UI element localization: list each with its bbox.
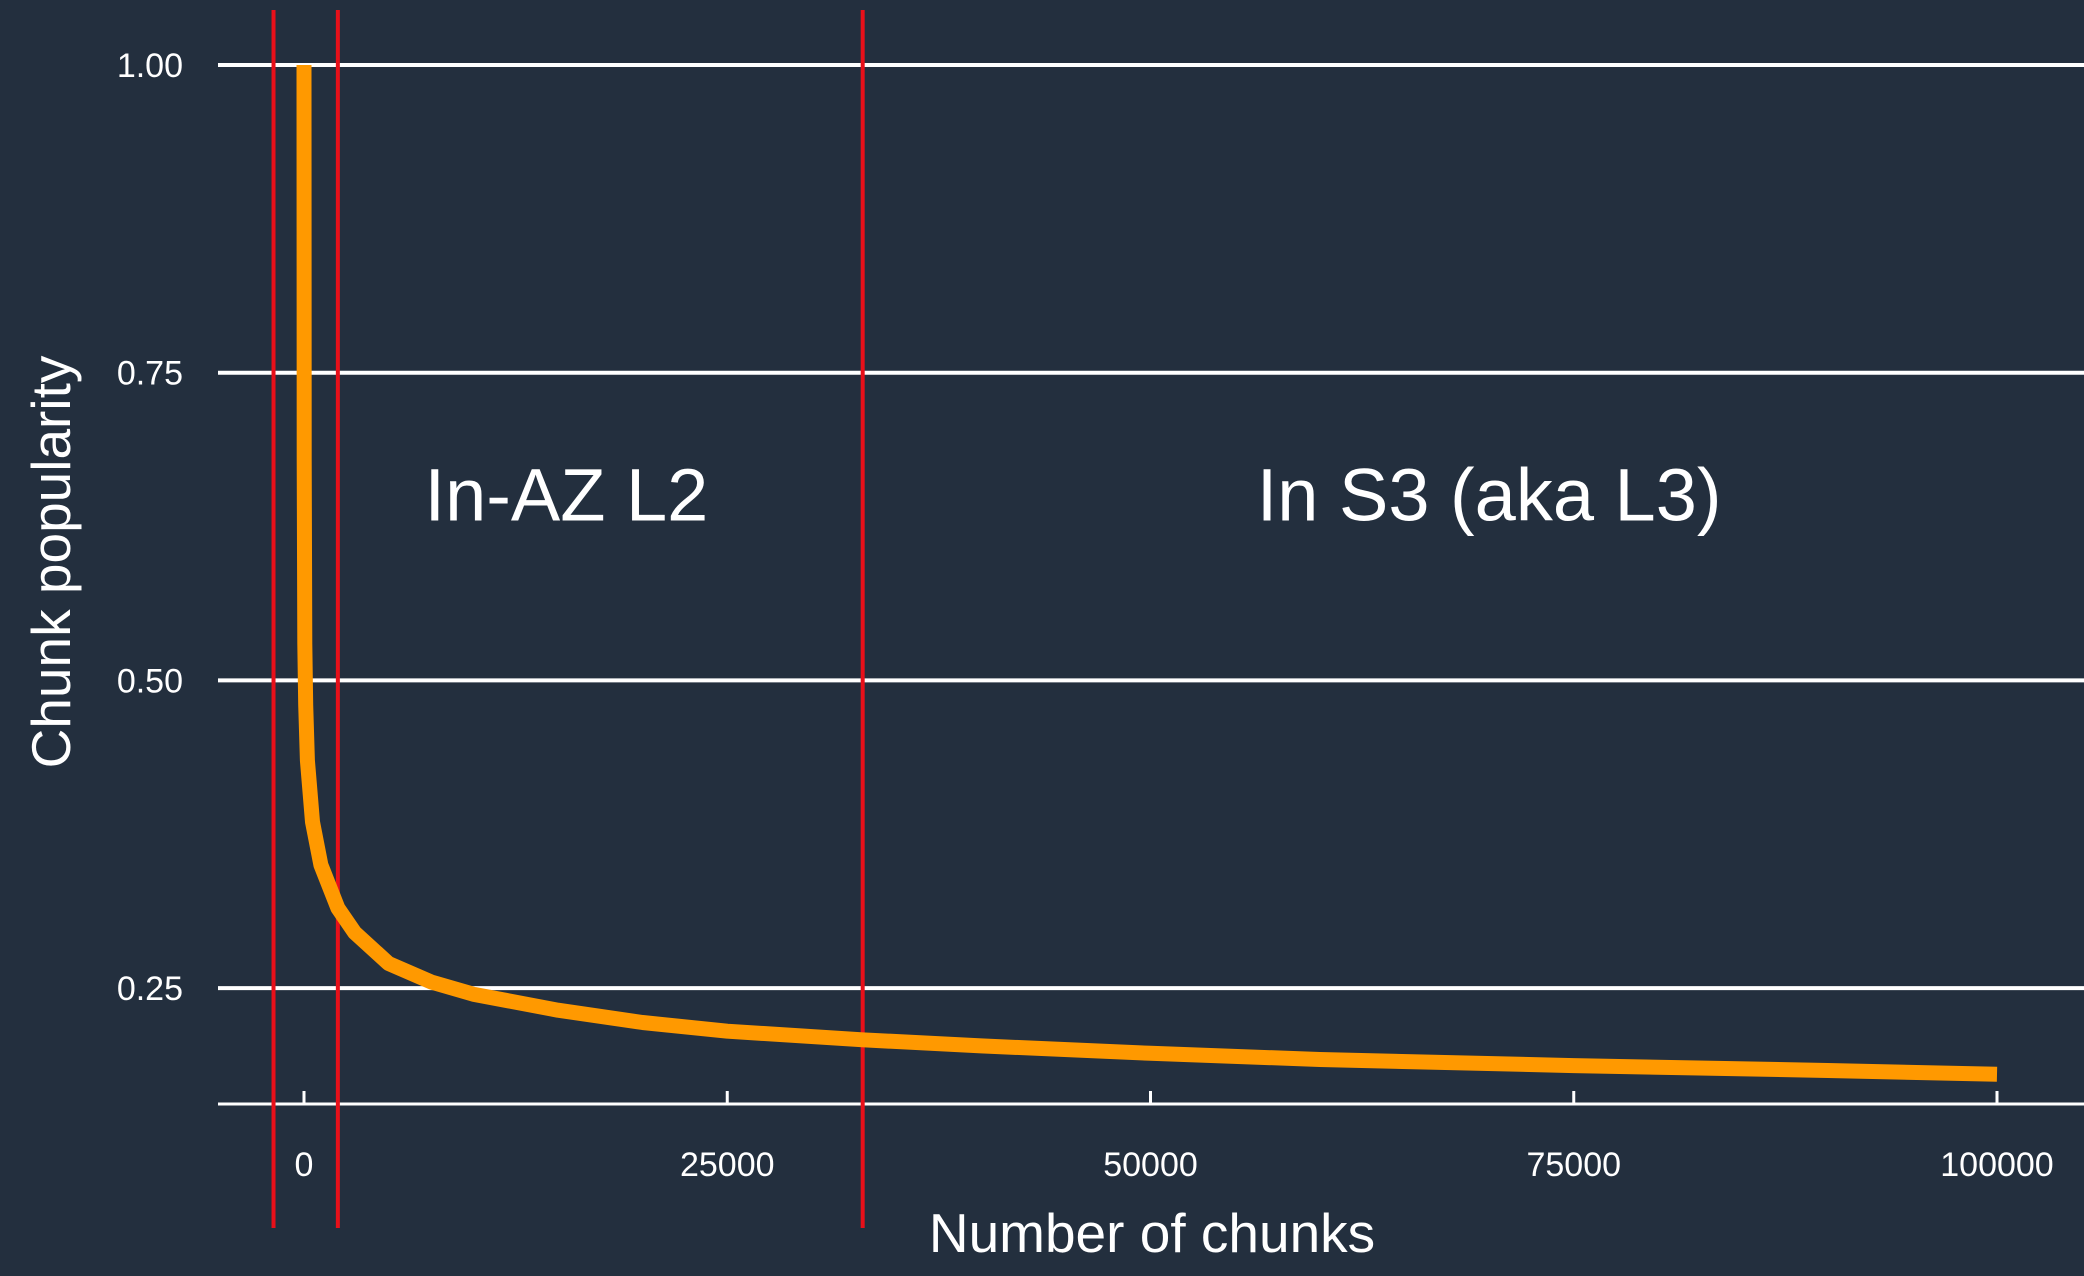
y-tick-label: 0.75: [117, 355, 183, 393]
x-tick-label: 100000: [1940, 1146, 2053, 1184]
vertical-markers: [271, 10, 865, 1228]
x-tick-label: 50000: [1103, 1146, 1198, 1184]
region-annotation: In-AZ L2: [425, 453, 709, 536]
series-layer: [296, 64, 1998, 1082]
x-tick-label: 25000: [680, 1146, 775, 1184]
y-tick-label: 1.00: [117, 47, 183, 85]
popularity-series-line: [296, 64, 1998, 1082]
x-tick-label: 75000: [1526, 1146, 1621, 1184]
tick-labels: 0.25 0.50 0.75 1.00 0 25000 50000 75000 100000: [117, 47, 2054, 1184]
annotations: In-AZ L2 In S3 (aka L3): [425, 453, 1722, 536]
x-tick-label: 0: [295, 1146, 314, 1184]
region-annotation: In S3 (aka L3): [1257, 453, 1722, 536]
y-tick-label: 0.50: [117, 662, 183, 700]
x-axis-label: Number of chunks: [929, 1202, 1375, 1264]
y-tick-label: 0.25: [117, 970, 183, 1008]
y-axis-label: Chunk popularity: [20, 355, 82, 768]
